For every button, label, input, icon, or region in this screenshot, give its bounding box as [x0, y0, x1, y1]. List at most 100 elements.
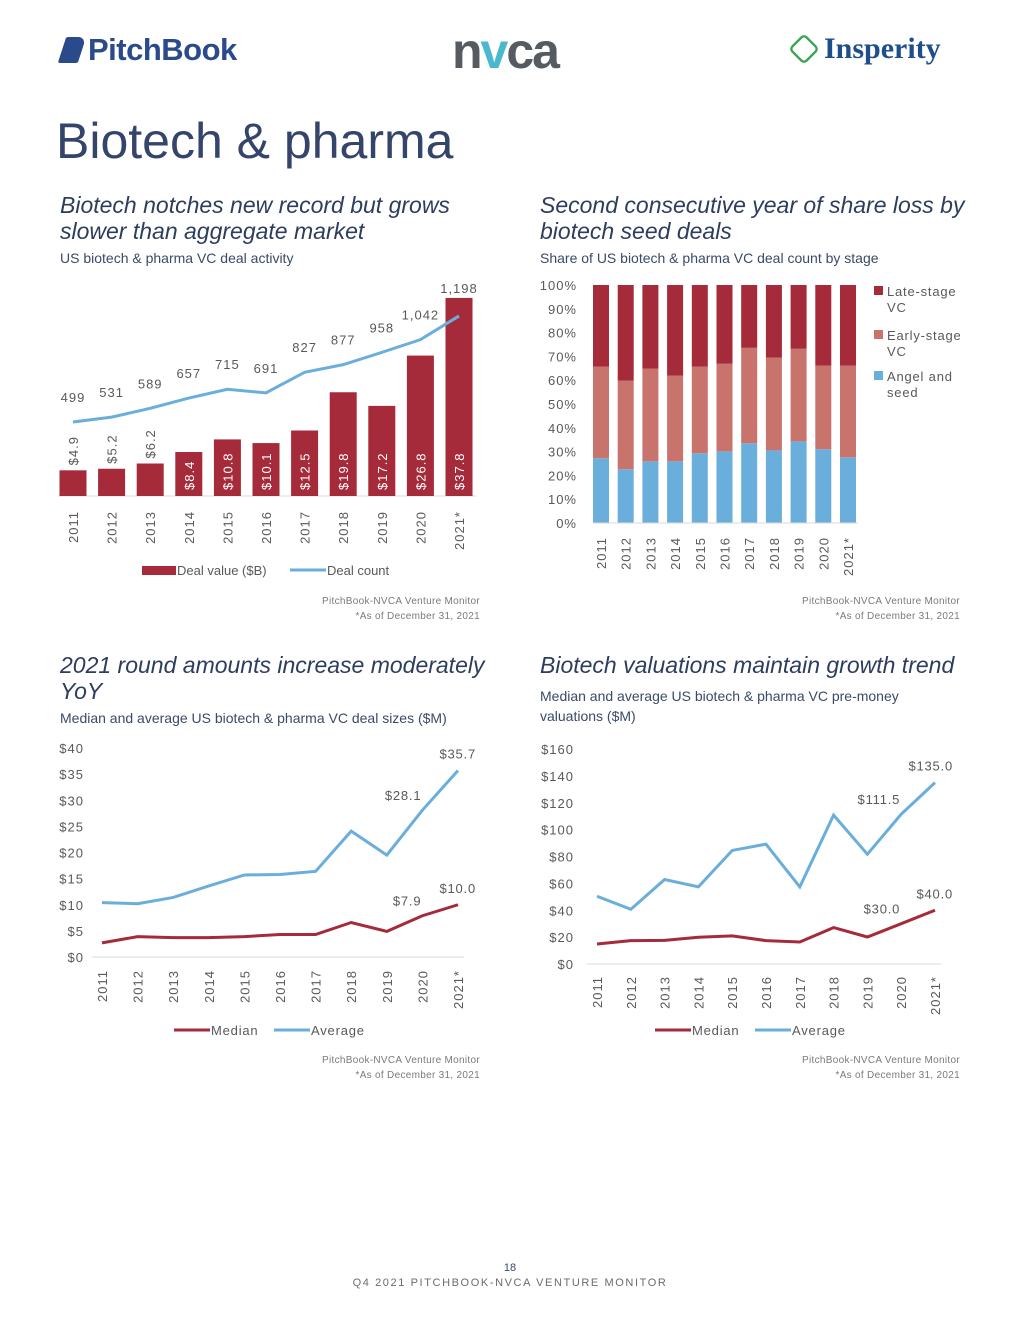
y-tick-label: $40 [549, 903, 574, 918]
bar-segment-late [790, 285, 807, 349]
legend-label-angel: seed [887, 385, 918, 400]
bar-segment-late [617, 285, 634, 381]
legend-swatch-angel [874, 371, 883, 380]
x-tick-label: 2014 [691, 976, 706, 1009]
x-tick-label: 2014 [202, 970, 217, 1003]
bar-segment-angel [691, 453, 708, 523]
pitchbook-logo: PitchBook [57, 32, 237, 68]
bar-deal-value [406, 355, 434, 496]
bar-segment-early [765, 357, 782, 451]
bar-segment-late [815, 285, 832, 366]
x-tick-label: 2017 [742, 537, 757, 570]
x-tick-label: 2012 [105, 511, 120, 544]
bar-segment-angel [815, 449, 832, 523]
chart-3-title: 2021 round amounts increase moderately Y… [60, 652, 485, 704]
x-tick-label: 2015 [237, 970, 252, 1003]
x-tick-label: 2015 [220, 511, 235, 544]
chart-2-subtitle: Share of US biotech & pharma VC deal cou… [540, 250, 879, 266]
y-tick-label: $100 [541, 823, 574, 838]
bar-value-label: $17.2 [375, 452, 390, 490]
chart-1-header: Biotech notches new record but grows slo… [60, 192, 520, 268]
x-tick-label: 2011 [66, 511, 81, 543]
bar-deal-value [59, 470, 87, 496]
bar-segment-angel [716, 451, 733, 523]
chart-2-title: Second consecutive year of share loss by… [540, 192, 965, 244]
x-tick-label: 2017 [793, 976, 808, 1009]
bar-value-label: $12.5 [298, 452, 313, 490]
line-deal-count [72, 314, 460, 424]
bar-segment-early [691, 366, 708, 454]
bar-segment-late [716, 285, 733, 364]
bar-value-label: $19.8 [336, 452, 351, 490]
chart-3-subtitle: Median and average US biotech & pharma V… [60, 710, 447, 726]
bar-deal-value [445, 297, 473, 496]
bar-segment-late [741, 285, 758, 348]
y-tick-label: 0% [556, 516, 577, 531]
legend-label-deal-count: Deal count [327, 563, 390, 578]
y-tick-label: 90% [548, 302, 577, 317]
x-tick-label: 2021* [841, 537, 856, 576]
bar-segment-late [667, 285, 684, 376]
point-label-median: $7.9 [393, 894, 422, 909]
legend-swatch-late [874, 286, 883, 295]
insperity-logo: Insperity [788, 32, 941, 66]
point-deal-count-label: 1,198 [440, 281, 478, 296]
legend-label-angel: Angel and [887, 369, 953, 384]
x-tick-label: 2016 [273, 970, 288, 1003]
bar-deal-value [98, 468, 126, 496]
y-tick-label: $20 [59, 846, 84, 861]
bar-deal-value [291, 430, 319, 496]
x-tick-label: 2018 [336, 511, 351, 544]
x-tick-label: 2012 [619, 537, 634, 570]
source-text: PitchBook-NVCA Venture Monitor [802, 1055, 960, 1066]
legend-swatch-deal-value [142, 566, 176, 575]
chart-3-source: PitchBook-NVCA Venture Monitor *As of Dec… [180, 1053, 480, 1083]
point-deal-count-label: 827 [292, 340, 317, 355]
x-tick-label: 2019 [380, 970, 395, 1003]
y-tick-label: $10 [59, 898, 84, 913]
point-deal-count-label: 1,042 [402, 308, 440, 323]
bar-deal-value [213, 439, 241, 496]
y-tick-label: 100% [540, 278, 577, 293]
point-deal-count-label: 657 [176, 366, 201, 381]
y-tick-label: $40 [59, 741, 84, 756]
x-tick-label: 2021* [928, 976, 943, 1015]
bar-value-label: $4.9 [66, 436, 81, 465]
point-deal-count-label: 715 [215, 357, 240, 372]
chart-1-title: Biotech notches new record but grows slo… [60, 192, 450, 244]
nvca-logo: nvca [452, 23, 560, 79]
y-tick-label: 80% [548, 326, 577, 341]
bar-value-label: $10.1 [259, 452, 274, 490]
x-tick-label: 2014 [668, 537, 683, 570]
point-deal-count-label: 958 [369, 320, 394, 335]
bar-segment-angel [667, 461, 684, 523]
point-label-median: $30.0 [864, 902, 901, 917]
legend-label-median: Median [692, 1023, 739, 1038]
y-tick-label: 10% [548, 492, 577, 507]
bar-segment-early [642, 368, 659, 462]
bar-value-label: $26.8 [413, 452, 428, 490]
bar-segment-early [790, 348, 807, 442]
x-tick-label: 2018 [827, 976, 842, 1009]
bar-segment-early [741, 347, 758, 444]
line-average [101, 769, 460, 906]
y-tick-label: 20% [548, 468, 577, 483]
bar-value-label: $10.8 [220, 452, 235, 490]
x-tick-label: 2016 [759, 976, 774, 1009]
legend-label-average: Average [311, 1023, 365, 1038]
bar-deal-value [136, 463, 164, 496]
x-tick-label: 2011 [590, 976, 605, 1008]
y-tick-label: 70% [548, 349, 577, 364]
date-note: *As of December 31, 2021 [835, 1070, 960, 1081]
x-tick-label: 2021* [452, 511, 467, 550]
bar-deal-value [329, 392, 357, 496]
chart-4-header: Biotech valuations maintain growth trend… [540, 652, 960, 726]
point-deal-count-label: 691 [254, 361, 279, 376]
chart-4-subtitle: Median and average US biotech & pharma V… [540, 688, 899, 724]
x-tick-label: 2015 [725, 976, 740, 1009]
y-tick-label: $0 [68, 950, 84, 965]
legend-label-late: VC [887, 300, 907, 315]
bar-value-label: $37.8 [452, 452, 467, 490]
point-deal-count-label: 877 [331, 333, 356, 348]
y-tick-label: $25 [59, 819, 84, 834]
